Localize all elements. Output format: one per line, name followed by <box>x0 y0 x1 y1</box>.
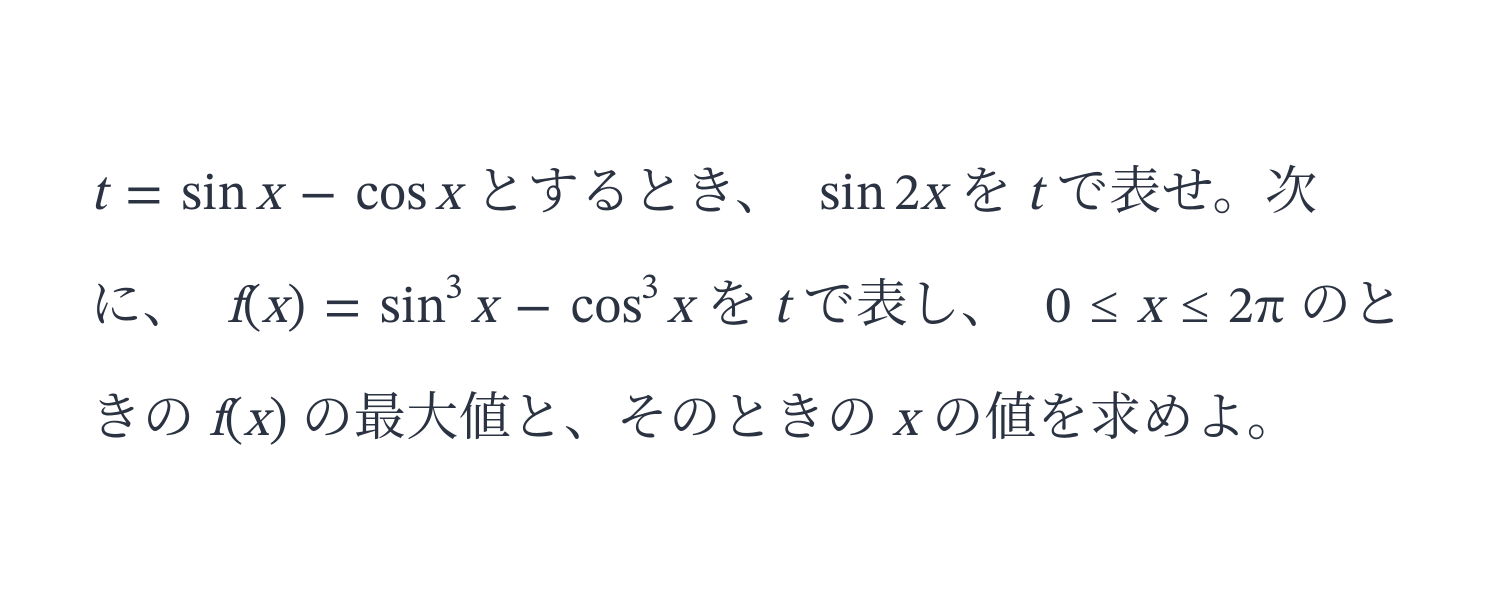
fn-sin: sin <box>380 283 447 335</box>
var-x: x <box>435 170 460 222</box>
text-dearawashi: で表し、 <box>790 262 1028 337</box>
exp-3: 3 <box>445 270 464 307</box>
num-0: 0 <box>1045 283 1071 335</box>
var-f: f <box>227 283 243 335</box>
var-x: x <box>893 396 918 448</box>
op-minus: − <box>299 170 337 222</box>
exp-3: 3 <box>641 270 660 307</box>
var-x: x <box>920 170 945 222</box>
lparen: ( <box>225 396 243 448</box>
op-eq: = <box>324 283 362 335</box>
var-t: t <box>773 283 790 335</box>
lparen: ( <box>243 283 261 335</box>
var-x: x <box>256 170 281 222</box>
op-le: ≤ <box>1181 283 1210 335</box>
text-wo: を <box>946 149 1026 224</box>
var-t: t <box>90 170 107 222</box>
fn-sin: sin <box>181 170 248 222</box>
fn-cos: cos <box>571 283 643 335</box>
rparen: ) <box>269 396 287 448</box>
const-2pi: 2π <box>1228 283 1285 335</box>
var-x: x <box>244 396 269 448</box>
math-problem: t=sinx−cosx とするとき、 sin2x を t で表せ。次に、 f(x… <box>0 95 1500 514</box>
num-2: 2 <box>894 170 920 222</box>
text-saidaichi: の最大値と、そのときの <box>287 375 892 450</box>
op-minus: − <box>515 283 553 335</box>
fn-sin: sin <box>820 170 887 222</box>
var-x: x <box>262 283 287 335</box>
var-f: f <box>209 396 225 448</box>
var-x: x <box>1137 283 1162 335</box>
text-motomeyo: の値を求めよ。 <box>918 375 1299 450</box>
op-le: ≤ <box>1090 283 1119 335</box>
var-t: t <box>1026 170 1043 222</box>
rparen: ) <box>287 283 305 335</box>
fn-cos: cos <box>356 170 428 222</box>
text-wo: を <box>692 262 772 337</box>
var-x: x <box>667 283 692 335</box>
op-eq: = <box>125 170 163 222</box>
var-x: x <box>471 283 496 335</box>
text-tosurutoki: とするとき、 <box>461 149 802 224</box>
